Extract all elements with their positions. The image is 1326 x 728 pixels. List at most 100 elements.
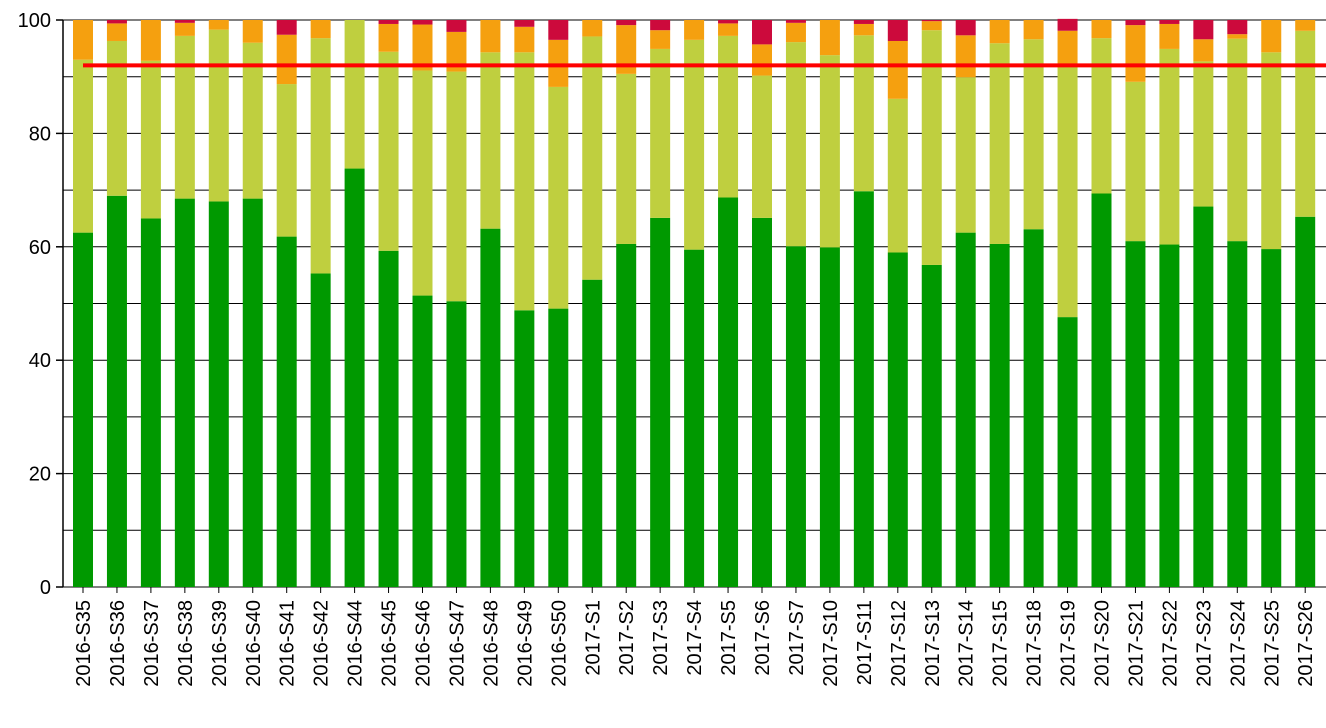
bar-segment [921,20,942,22]
y-axis: 0 20 40 60 80 100 [18,10,1306,599]
bar-segment [73,232,93,587]
bar-segment [446,31,467,72]
bar-segment [819,55,840,248]
bar-segment [785,42,806,247]
bar-segment [955,35,976,78]
bar-segment [1159,48,1180,245]
bar-segment [616,25,637,74]
bar-segment [752,44,772,76]
bar-segment [514,20,535,27]
bar-segment [819,20,840,56]
bar-segment [921,21,942,31]
x-category-label: 2017-S20 [1092,600,1114,687]
bar-segment [1227,241,1248,587]
bar-segment [718,20,739,24]
bar-segment [446,301,467,587]
bar-segment [1261,20,1282,53]
bar-segment [208,201,229,587]
x-category-label: 2017-S10 [820,600,842,687]
x-category-label: 2017-S7 [786,600,808,676]
x-category-label: 2017-S1 [582,600,604,676]
bar-segment [378,23,399,52]
bar-segment [548,308,569,587]
bar-segment [887,40,908,99]
bar-segment [752,75,772,218]
x-category-label: 2017-S5 [718,600,740,676]
bar-segment [1057,30,1078,67]
bar-segment [276,34,297,85]
bar-segment [955,232,976,587]
x-category-label: 2017-S6 [752,600,774,676]
bar-segment [582,279,603,587]
x-category-label: 2016-S42 [311,600,333,687]
bar-segment [140,20,161,61]
bar-segment [853,35,874,192]
bar-segment [1193,20,1214,40]
bar-segment [412,24,433,71]
x-axis-labels: 2016-S35 2016-S36 2016-S37 2016-S38 2016-S39… [73,600,1317,687]
x-category-label: 2017-S11 [854,600,876,685]
bar-segment [242,198,263,588]
bar-segment [785,22,806,43]
x-category-label: 2017-S2 [616,600,638,676]
bar-segment [955,20,976,36]
bar-segment [684,249,705,587]
bar-segment [514,52,535,311]
bar-segment [887,20,908,41]
bar-segment [73,20,93,60]
bar-segment [1159,23,1180,49]
bar-segment [412,70,433,296]
x-category-label: 2017-S18 [1024,600,1046,687]
x-category-label: 2017-S24 [1227,600,1249,687]
bar-segment [1295,216,1316,587]
x-category-label: 2016-S45 [379,600,401,687]
bar-segment [310,38,331,274]
x-category-label: 2016-S47 [446,600,468,687]
bar-segment [887,252,908,587]
bar-segment [921,264,942,587]
bar-segment [174,35,195,199]
bar-segment [412,20,433,25]
bar-segment [174,22,195,36]
bar-segment [1125,20,1146,26]
x-category-label: 2017-S4 [684,600,706,676]
x-category-label: 2017-S22 [1159,600,1181,687]
bar-segment [752,217,772,587]
bar-segment [242,42,263,199]
bar-segment [310,273,331,587]
bar-segment [412,295,433,587]
bar-segment [1091,38,1112,194]
bar-segment [106,40,127,196]
bar-segment [650,20,671,31]
bar-segment [1159,20,1180,24]
x-category-label: 2017-S13 [922,600,944,687]
bar-segment [1159,244,1180,588]
bar-segment [548,86,569,309]
bar-segment [616,20,637,26]
x-category-label: 2016-S44 [345,600,367,687]
bar-segment [718,197,739,587]
bar-segment [752,20,772,45]
bar-segment [989,43,1010,244]
bar-segment [1261,249,1282,587]
bar-segment [1057,18,1078,31]
bar-segment [480,228,501,587]
bar-segment [1295,20,1316,31]
bar-segment [1125,81,1146,242]
bar-segment [242,20,263,43]
bar-segment [1091,20,1112,39]
bar-segment [480,52,501,229]
x-category-label: 2016-S37 [141,600,163,687]
bar-segment [140,218,161,587]
bar-segment [853,23,874,36]
bar-segment [174,198,195,588]
x-category-label: 2017-S21 [1125,600,1147,687]
x-category-label: 2016-S35 [73,600,95,687]
y-tick-label: 100 [18,10,51,32]
y-tick-label: 0 [40,577,51,599]
x-category-label: 2016-S49 [514,600,536,687]
bar-segment [344,168,365,587]
x-category-label: 2016-S40 [243,600,265,687]
x-category-label: 2017-S23 [1193,600,1215,687]
